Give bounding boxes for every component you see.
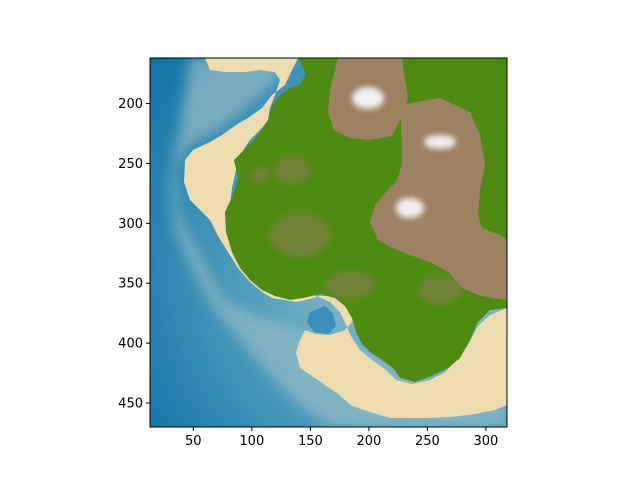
snow-peak-central (396, 198, 424, 218)
plot-area (150, 58, 507, 427)
y-tick-label: 350 (118, 277, 143, 292)
x-tick-label: 100 (239, 434, 264, 449)
hill-patches (250, 156, 462, 304)
x-tick-label: 200 (356, 434, 381, 449)
x-tick-label: 250 (415, 434, 440, 449)
mountain-central (370, 98, 507, 300)
y-tick-label: 400 (118, 337, 143, 352)
shallow-water-region (170, 58, 507, 427)
axes-frame (149, 57, 508, 428)
lagoon (307, 306, 336, 334)
x-axis: 50 100 150 200 250 300 (185, 427, 498, 449)
snow-peak-north (352, 87, 384, 109)
y-tick-label: 200 (118, 97, 143, 112)
y-tick-label: 300 (118, 217, 143, 232)
y-axis: 200 250 300 350 400 450 (118, 97, 150, 412)
snow-peak-east (424, 135, 456, 149)
y-tick-label: 450 (118, 397, 143, 412)
x-tick-label: 150 (298, 434, 323, 449)
x-tick-label: 300 (474, 434, 499, 449)
snow-peaks (352, 87, 456, 218)
x-tick-label: 50 (185, 434, 202, 449)
sand-region (184, 58, 507, 418)
y-tick-label: 250 (118, 157, 143, 172)
